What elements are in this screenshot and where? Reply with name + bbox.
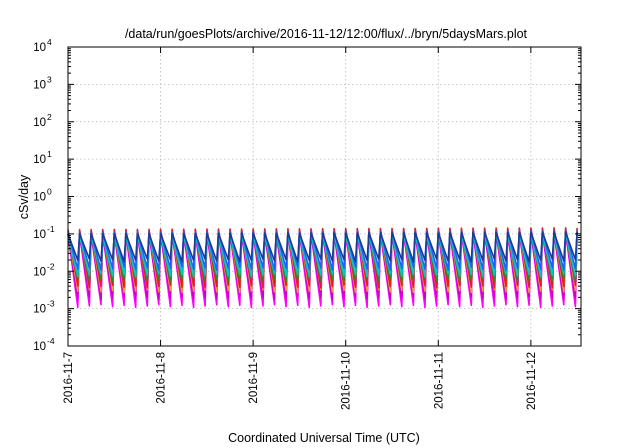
y-axis-label: cSv/day [17,174,31,219]
y-tick-exponent: 1 [47,149,52,159]
y-tick-label: 10 3 [33,74,52,91]
y-tick-exponent: -1 [47,224,55,234]
y-tick-base: 10 [33,266,46,278]
y-tick-label: 10 -3 [33,299,55,316]
y-tick-label: 10 -4 [33,336,55,353]
grid [68,46,581,347]
y-tick-exponent: -2 [47,261,55,271]
x-tick-label: 2016-11-8 [156,352,168,404]
y-tick-label: 10 4 [33,37,52,54]
x-tick-label: 2016-11-12 [526,352,538,410]
x-tick-label: 2016-11-10 [341,352,353,410]
y-tick-base: 10 [33,117,46,129]
y-tick-exponent: 2 [47,112,52,122]
x-ticks: 2016-11-7 2016-11-8 2016-11-9 2016-11-10 201… [63,47,538,410]
series-line [67,231,578,263]
chart-title: /data/run/goesPlots/archive/2016-11-12/1… [125,27,528,41]
y-tick-base: 10 [33,79,46,91]
y-tick-exponent: 4 [47,37,52,47]
y-tick-exponent: -3 [47,299,55,309]
y-tick-base: 10 [33,42,46,54]
y-tick-base: 10 [33,192,46,204]
y-tick-label: 10 -1 [33,224,55,241]
y-tick-label: 10 0 [33,187,52,204]
y-tick-exponent: 0 [47,187,52,197]
x-tick-label: 2016-11-9 [248,352,260,404]
y-tick-label: 10 -2 [33,261,55,278]
y-tick-exponent: 3 [47,74,52,84]
x-tick-label: 2016-11-7 [63,352,75,404]
y-tick-base: 10 [33,304,46,316]
y-tick-base: 10 [33,229,46,241]
x-axis-label: Coordinated Universal Time (UTC) [228,431,420,445]
y-tick-label: 10 2 [33,112,52,129]
series-group [67,227,578,309]
y-tick-exponent: -4 [47,336,55,346]
y-tick-label: 10 1 [33,149,52,166]
y-tick-base: 10 [33,341,46,353]
x-tick-label: 2016-11-11 [433,352,445,409]
y-tick-base: 10 [33,154,46,166]
